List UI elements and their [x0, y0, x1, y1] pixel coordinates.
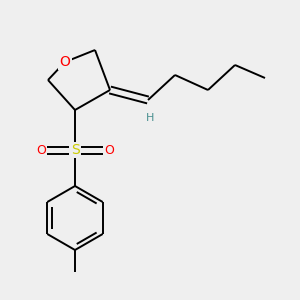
- Text: O: O: [60, 55, 70, 69]
- Text: S: S: [70, 143, 80, 157]
- Text: O: O: [104, 143, 114, 157]
- Text: O: O: [36, 143, 46, 157]
- Text: H: H: [146, 113, 154, 123]
